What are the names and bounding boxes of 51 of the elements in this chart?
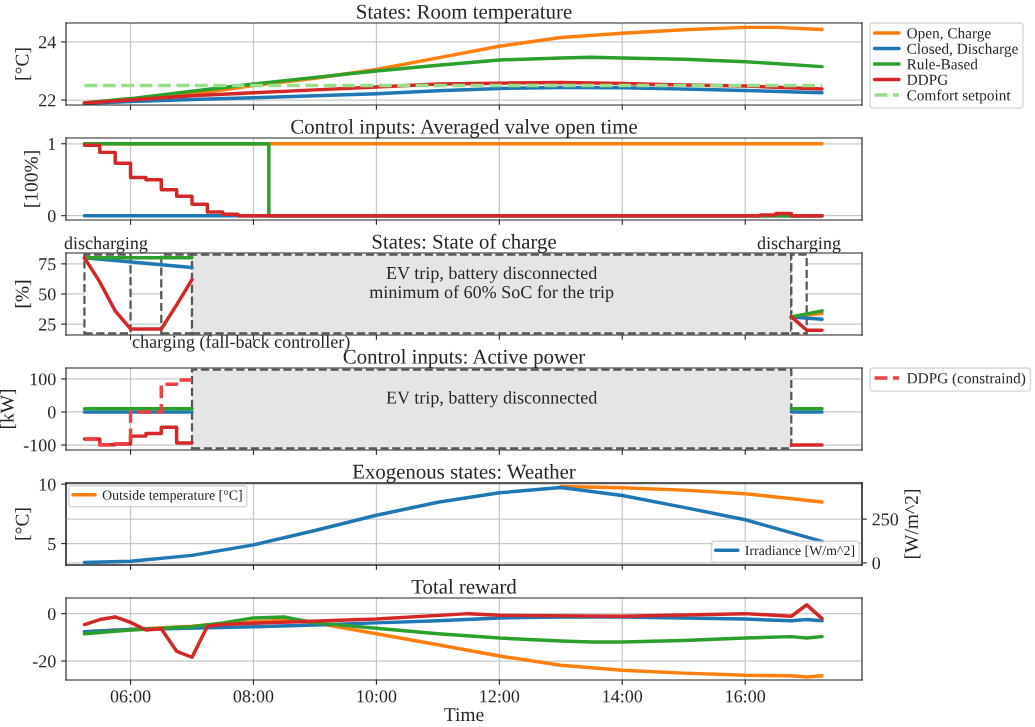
band-label: EV trip, battery disconnected minimum of 60% SoC for the trip [369,266,614,302]
legend-label: DDPG (constraind) [907,372,1026,387]
y-tick-label: 24 [39,36,56,49]
y-tick-label: 22 [39,94,56,107]
y-axis-title: [°C] [15,48,32,80]
x-axis-title: Time [444,708,484,722]
chart-title: States: Room temperature [357,4,572,23]
y-tick-label: 100 [30,373,56,386]
line-series [82,603,824,659]
x-tick-label: 14:00 [603,690,643,703]
x-tick-label: 12:00 [480,690,520,703]
y2-tick-label: 0 [872,557,881,570]
y-tick-label: 5 [48,538,56,551]
x-tick-label: 10:00 [357,690,397,703]
y-tick-label: 1 [48,138,56,151]
legend-label: Comfort setpoint [907,89,1011,104]
chart-title: States: State of charge [372,233,556,253]
y-tick-label: 75 [39,258,56,271]
chart-title: Control inputs: Averaged valve open time [291,119,637,138]
y-axis-title: [°C] [15,508,32,540]
x-tick-label: 06:00 [110,690,151,703]
legend-label: Closed, Discharge [907,43,1018,58]
legend-label: Outside temperature [°C] [102,490,242,503]
chart-title: Exogenous states: Weather [352,464,576,483]
line-series [82,615,824,644]
y-tick-label: 0 [47,209,56,223]
y2-axis-title: [W/m^2] [904,490,921,558]
y-tick-label: -20 [32,655,56,668]
y-tick-label: 0 [47,406,56,419]
y2-tick-label: 250 [872,513,899,526]
annotation: discharging [757,236,841,253]
band-label: EV trip, battery disconnected [386,390,598,408]
y-tick-label: 50 [39,288,56,301]
legend-label: DDPG [907,74,948,85]
y-tick-label: 10 [39,478,56,491]
y-axis-title: [100%] [24,151,41,207]
annotation: charging (fall-back controller) [132,335,350,352]
y-axis-title: [kW] [0,389,17,429]
y-tick-label: 25 [39,318,56,331]
legend-label: Open, Charge [907,27,991,42]
y-axis-title: [%] [15,280,32,308]
y-tick-label: 0 [47,607,56,621]
y-tick-label: -100 [23,439,56,452]
line-series [559,484,824,504]
x-tick-label: 16:00 [726,690,766,703]
legend-label: Irradiance [W/m^2] [745,545,855,557]
chart-title: Total reward [411,579,517,594]
x-tick-label: 08:00 [233,690,274,703]
annotation: discharging [64,236,148,253]
legend-label: Rule-Based [907,58,978,70]
chart-title: Control inputs: Active power [343,349,586,368]
